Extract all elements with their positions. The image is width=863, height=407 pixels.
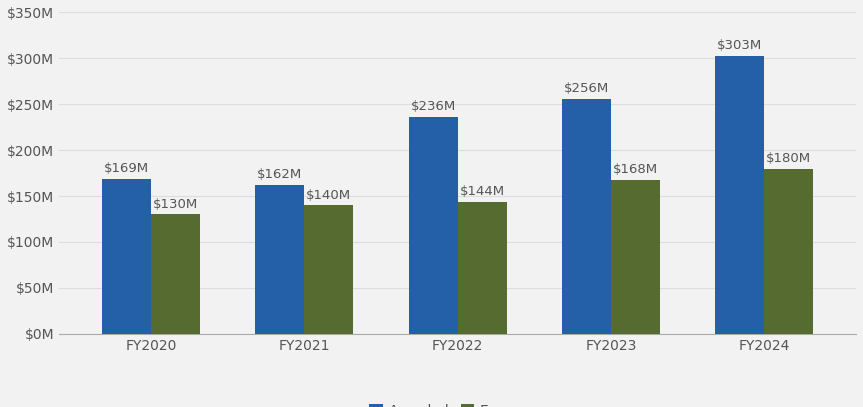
Text: $236M: $236M xyxy=(411,101,456,114)
Bar xyxy=(715,56,764,334)
Text: $303M: $303M xyxy=(717,39,762,52)
Bar xyxy=(764,168,813,334)
Bar xyxy=(457,201,507,334)
Bar xyxy=(408,117,457,334)
Legend: Awarded, Expenses: Awarded, Expenses xyxy=(363,398,551,407)
Text: $180M: $180M xyxy=(766,152,811,165)
Text: $168M: $168M xyxy=(613,163,658,176)
Bar xyxy=(151,214,200,334)
Bar xyxy=(102,179,151,334)
Text: $130M: $130M xyxy=(153,198,198,211)
Bar xyxy=(562,99,611,334)
Text: $256M: $256M xyxy=(564,82,609,95)
Bar xyxy=(611,179,660,334)
Text: $140M: $140M xyxy=(306,188,351,201)
Bar xyxy=(255,185,305,334)
Bar xyxy=(305,205,353,334)
Text: $169M: $169M xyxy=(104,162,149,175)
Text: $162M: $162M xyxy=(257,168,302,182)
Text: $144M: $144M xyxy=(459,185,505,198)
